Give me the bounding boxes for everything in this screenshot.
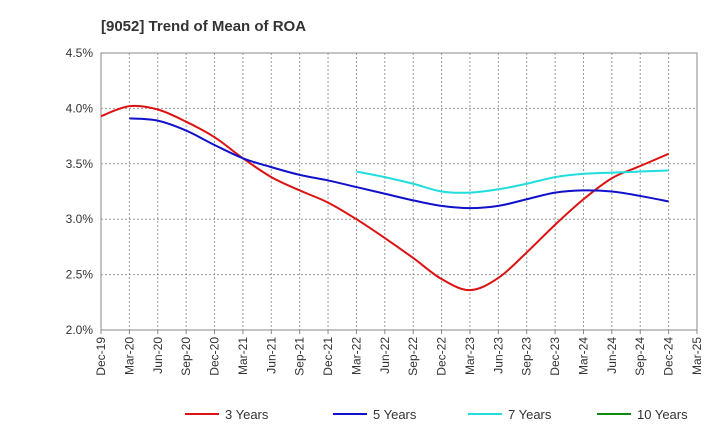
- x-tick-label: Sep-21: [293, 337, 307, 376]
- y-tick-label: 2.5%: [66, 268, 94, 282]
- x-tick-label: Mar-25: [690, 337, 704, 375]
- series-line-5-years: [129, 117, 669, 210]
- x-axis-ticks: Dec-19 Mar-20 Jun-20 Sep-20 Dec-20 Mar-21 Jun-…: [94, 330, 704, 376]
- y-tick-label: 4.5%: [66, 46, 94, 60]
- legend-label-5-years: 5 Years: [373, 407, 417, 422]
- x-tick-label: Sep-22: [406, 337, 420, 376]
- x-tick-label: Mar-23: [463, 337, 477, 375]
- series-line-7-years: [356, 169, 669, 194]
- x-tick-label: Dec-23: [548, 337, 562, 376]
- x-tick-label: Sep-23: [520, 337, 534, 376]
- grid: [101, 53, 697, 330]
- x-tick-label: Sep-20: [179, 337, 193, 376]
- x-tick-label: Dec-22: [435, 337, 449, 376]
- series-line-3-years: [100, 104, 670, 292]
- x-tick-label: Dec-20: [208, 337, 222, 376]
- x-tick-label: Jun-20: [151, 337, 165, 374]
- x-tick-label: Jun-24: [605, 337, 619, 374]
- legend-label-10-years: 10 Years: [637, 407, 688, 422]
- y-tick-label: 3.0%: [66, 212, 94, 226]
- x-tick-label: Dec-21: [321, 337, 335, 376]
- x-tick-label: Mar-22: [349, 337, 363, 375]
- series-lines: [100, 104, 670, 292]
- legend-label-7-years: 7 Years: [508, 407, 552, 422]
- x-tick-label: Sep-24: [633, 337, 647, 376]
- y-tick-label: 2.0%: [66, 323, 94, 337]
- x-tick-label: Jun-21: [264, 337, 278, 374]
- plot-frame: [100, 52, 698, 331]
- x-tick-label: Dec-19: [94, 337, 108, 376]
- x-tick-label: Mar-20: [122, 337, 136, 375]
- x-tick-label: Jun-23: [491, 337, 505, 374]
- x-tick-label: Dec-24: [662, 337, 676, 376]
- x-tick-label: Mar-24: [576, 337, 590, 375]
- y-tick-label: 4.0%: [66, 101, 94, 115]
- legend: 3 Years 5 Years 7 Years 10 Years: [185, 407, 688, 422]
- legend-label-3-years: 3 Years: [225, 407, 269, 422]
- chart-title: [9052] Trend of Mean of ROA: [101, 18, 306, 35]
- x-tick-label: Jun-22: [378, 337, 392, 374]
- x-tick-label: Mar-21: [236, 337, 250, 375]
- y-axis-ticks: 2.0% 2.5% 3.0% 3.5% 4.0% 4.5%: [66, 46, 94, 337]
- y-tick-label: 3.5%: [66, 157, 94, 171]
